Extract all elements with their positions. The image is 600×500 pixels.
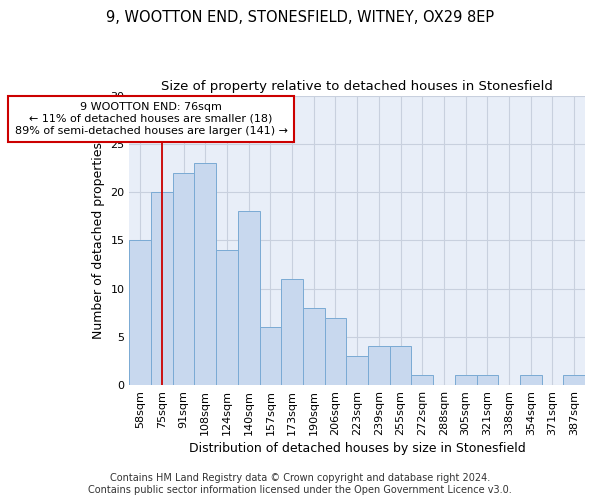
Bar: [412, 376, 433, 385]
X-axis label: Distribution of detached houses by size in Stonesfield: Distribution of detached houses by size …: [189, 442, 526, 455]
Bar: [455, 376, 476, 385]
Bar: [563, 376, 585, 385]
Bar: [151, 192, 173, 385]
Title: Size of property relative to detached houses in Stonesfield: Size of property relative to detached ho…: [161, 80, 553, 93]
Bar: [520, 376, 542, 385]
Text: 9, WOOTTON END, STONESFIELD, WITNEY, OX29 8EP: 9, WOOTTON END, STONESFIELD, WITNEY, OX2…: [106, 10, 494, 25]
Bar: [325, 318, 346, 385]
Text: Contains HM Land Registry data © Crown copyright and database right 2024.
Contai: Contains HM Land Registry data © Crown c…: [88, 474, 512, 495]
Bar: [303, 308, 325, 385]
Bar: [368, 346, 390, 385]
Y-axis label: Number of detached properties: Number of detached properties: [92, 142, 105, 339]
Bar: [194, 163, 216, 385]
Bar: [173, 173, 194, 385]
Bar: [476, 376, 498, 385]
Bar: [238, 212, 260, 385]
Bar: [130, 240, 151, 385]
Bar: [281, 279, 303, 385]
Text: 9 WOOTTON END: 76sqm
← 11% of detached houses are smaller (18)
89% of semi-detac: 9 WOOTTON END: 76sqm ← 11% of detached h…: [14, 102, 287, 136]
Bar: [390, 346, 412, 385]
Bar: [260, 327, 281, 385]
Bar: [216, 250, 238, 385]
Bar: [346, 356, 368, 385]
